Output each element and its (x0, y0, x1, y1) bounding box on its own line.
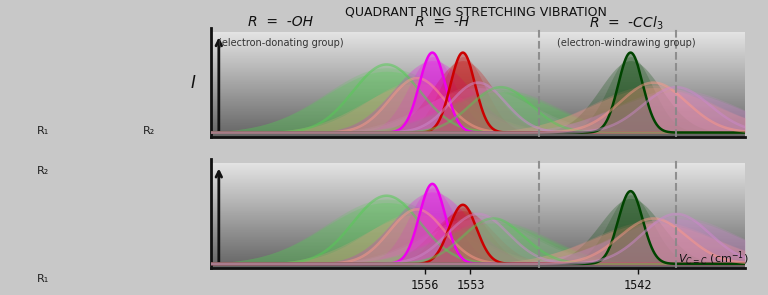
Text: R  =  -OH: R = -OH (248, 15, 313, 29)
Text: $V_{C=C}\ \mathregular{(cm^{-1})}$: $V_{C=C}\ \mathregular{(cm^{-1})}$ (678, 250, 749, 268)
Text: R₁: R₁ (37, 274, 49, 284)
Text: R  =  -CCl$_3$: R = -CCl$_3$ (588, 15, 664, 32)
Text: R₂: R₂ (143, 126, 155, 136)
Text: I: I (190, 73, 195, 92)
Text: QUADRANT RING STRETCHING VIBRATION: QUADRANT RING STRETCHING VIBRATION (346, 6, 607, 19)
Text: (electron-donating group): (electron-donating group) (217, 38, 343, 48)
Text: R₁: R₁ (37, 126, 49, 136)
Text: R  =  -H: R = -H (415, 15, 468, 29)
Text: R₂: R₂ (37, 166, 49, 176)
Text: (electron-windrawing group): (electron-windrawing group) (557, 38, 695, 48)
